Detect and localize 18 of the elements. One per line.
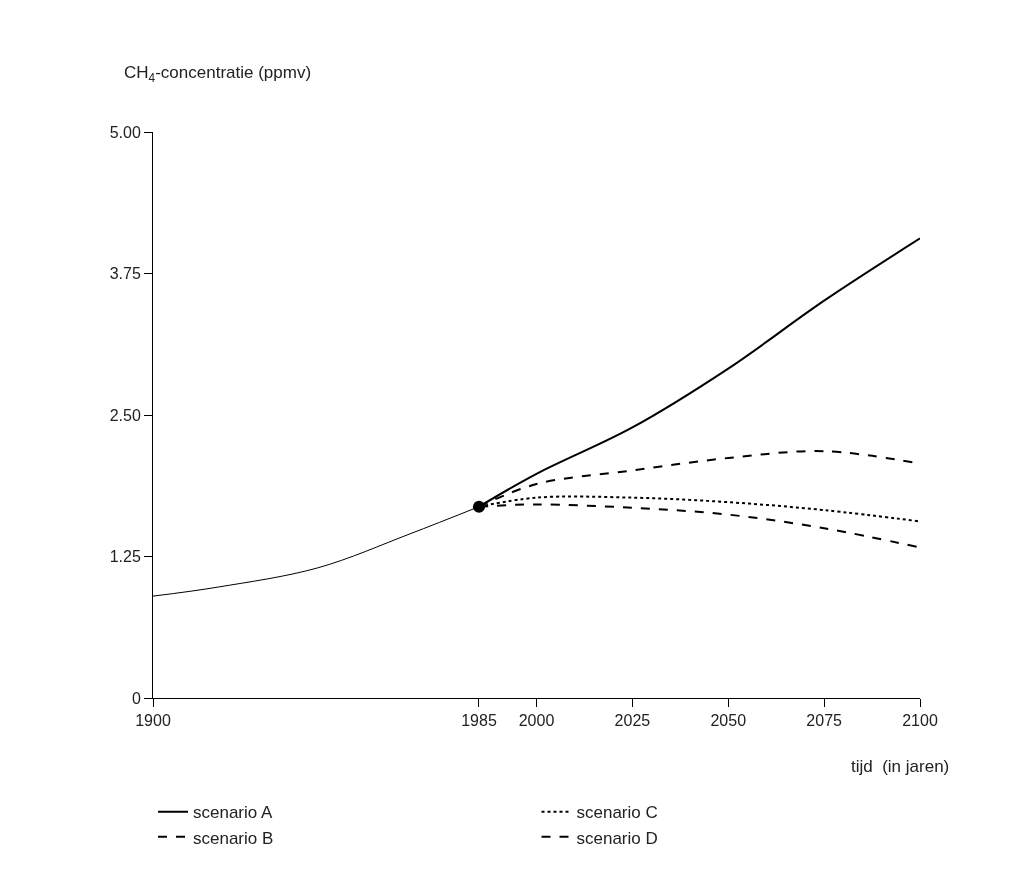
legend-label: scenario A	[193, 803, 274, 823]
legend-label: scenario C	[576, 803, 658, 823]
x-tick-label: 2050	[710, 712, 747, 730]
y-tick-label: 5.00	[109, 123, 141, 141]
x-tick-label: 2075	[806, 712, 843, 730]
y-tick-label: 3.75	[109, 265, 141, 283]
x-tick-label: 2000	[518, 712, 555, 730]
y-tick-label: 0	[131, 689, 141, 707]
x-tick-label: 2100	[902, 712, 938, 730]
x-tick-label: 1900	[135, 712, 171, 730]
y-axis-title: CH$_{4}$-concentratie (ppmv)	[124, 63, 312, 85]
x-tick-label: 2025	[614, 712, 651, 730]
legend-label: scenario D	[576, 828, 658, 848]
y-tick-label: 2.50	[109, 406, 141, 424]
x-tick-label: 1985	[461, 712, 497, 730]
legend-label: scenario B	[193, 828, 274, 848]
y-tick-label: 1.25	[109, 548, 141, 566]
x-axis-title: tijd (in jaren)	[851, 757, 950, 776]
